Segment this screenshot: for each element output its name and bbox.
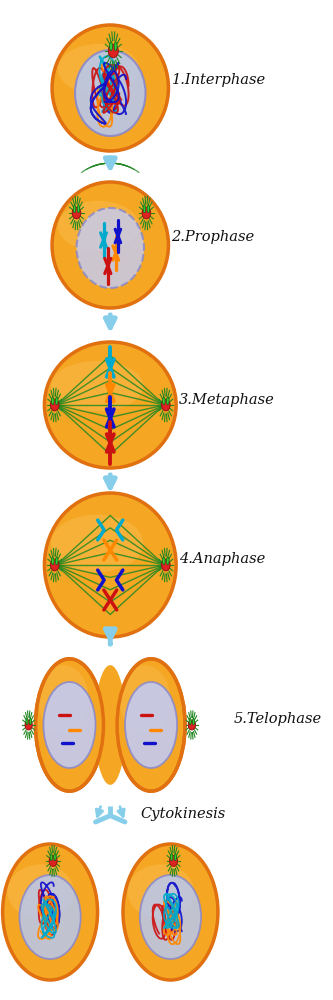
- Ellipse shape: [114, 42, 117, 51]
- Ellipse shape: [169, 856, 177, 866]
- Ellipse shape: [36, 659, 104, 791]
- Text: Cytokinesis: Cytokinesis: [140, 807, 225, 821]
- Ellipse shape: [25, 720, 32, 730]
- Ellipse shape: [44, 342, 176, 468]
- Ellipse shape: [166, 557, 169, 565]
- Ellipse shape: [50, 854, 53, 861]
- Ellipse shape: [128, 864, 194, 919]
- Ellipse shape: [77, 208, 144, 288]
- Ellipse shape: [72, 207, 81, 219]
- Ellipse shape: [26, 718, 28, 725]
- Ellipse shape: [51, 361, 143, 411]
- Ellipse shape: [52, 182, 168, 308]
- Ellipse shape: [192, 718, 194, 725]
- Ellipse shape: [170, 854, 173, 861]
- Ellipse shape: [140, 875, 201, 959]
- Ellipse shape: [43, 682, 96, 768]
- Ellipse shape: [188, 720, 195, 730]
- Ellipse shape: [189, 718, 191, 725]
- Text: 4.Anaphase: 4.Anaphase: [179, 552, 265, 566]
- Ellipse shape: [52, 557, 54, 565]
- Ellipse shape: [7, 864, 74, 919]
- Ellipse shape: [174, 854, 176, 861]
- Text: 1.Interphase: 1.Interphase: [171, 73, 266, 87]
- Ellipse shape: [75, 50, 146, 136]
- Ellipse shape: [38, 665, 89, 734]
- Ellipse shape: [120, 665, 170, 734]
- Ellipse shape: [50, 559, 59, 571]
- Ellipse shape: [58, 201, 140, 251]
- Ellipse shape: [110, 42, 113, 51]
- Ellipse shape: [54, 854, 56, 861]
- Ellipse shape: [163, 397, 165, 405]
- Ellipse shape: [77, 205, 80, 213]
- Ellipse shape: [162, 399, 170, 411]
- Ellipse shape: [142, 207, 151, 219]
- Text: 3.Metaphase: 3.Metaphase: [179, 393, 275, 407]
- Ellipse shape: [49, 856, 57, 866]
- Ellipse shape: [73, 205, 76, 213]
- Ellipse shape: [123, 844, 218, 980]
- Ellipse shape: [52, 397, 54, 405]
- Ellipse shape: [55, 557, 58, 565]
- Text: 5.Telophase: 5.Telophase: [233, 712, 322, 726]
- Ellipse shape: [117, 659, 185, 791]
- Ellipse shape: [50, 399, 59, 411]
- Ellipse shape: [143, 205, 146, 213]
- Ellipse shape: [125, 682, 177, 768]
- Ellipse shape: [163, 557, 165, 565]
- Ellipse shape: [51, 515, 143, 572]
- Ellipse shape: [44, 493, 176, 637]
- Ellipse shape: [162, 559, 170, 571]
- Ellipse shape: [19, 875, 81, 959]
- Ellipse shape: [166, 397, 169, 405]
- Ellipse shape: [95, 665, 126, 785]
- Ellipse shape: [3, 844, 98, 980]
- Text: 2.Prophase: 2.Prophase: [171, 230, 255, 244]
- Ellipse shape: [52, 25, 168, 151]
- Ellipse shape: [29, 718, 31, 725]
- Ellipse shape: [108, 44, 118, 58]
- Ellipse shape: [147, 205, 150, 213]
- Ellipse shape: [58, 44, 140, 94]
- Ellipse shape: [55, 397, 58, 405]
